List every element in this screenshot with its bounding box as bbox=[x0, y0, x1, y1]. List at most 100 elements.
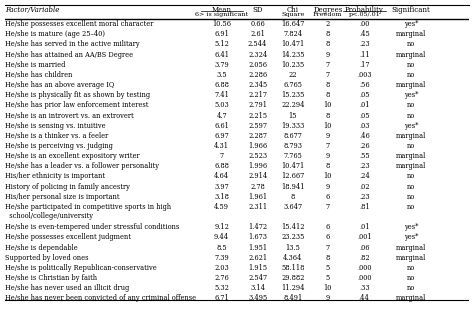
Text: .33: .33 bbox=[359, 284, 370, 292]
Text: 2.215: 2.215 bbox=[248, 112, 267, 119]
Text: He/she has attained an AA/BS Degree: He/she has attained an AA/BS Degree bbox=[5, 50, 133, 59]
Text: 8.793: 8.793 bbox=[283, 142, 302, 150]
Text: 1.961: 1.961 bbox=[248, 193, 267, 201]
Text: Degrees: Degrees bbox=[313, 6, 342, 14]
Text: .05: .05 bbox=[359, 112, 370, 119]
Text: 2.78: 2.78 bbox=[250, 182, 265, 191]
Text: 7.824: 7.824 bbox=[283, 30, 302, 38]
Text: 7: 7 bbox=[326, 71, 330, 79]
Text: no: no bbox=[407, 61, 415, 69]
Text: He/she is politically Republican-conservative: He/she is politically Republican-conserv… bbox=[5, 264, 157, 272]
Text: Supported by loved ones: Supported by loved ones bbox=[5, 254, 89, 262]
Text: 15: 15 bbox=[289, 112, 297, 119]
Text: He/she is mature (age 25–40): He/she is mature (age 25–40) bbox=[5, 30, 105, 38]
Text: 15.412: 15.412 bbox=[281, 223, 304, 231]
Text: He/she has served in the active military: He/she has served in the active military bbox=[5, 41, 140, 49]
Text: He/she participated in competitive sports in high
  school/college/university: He/she participated in competitive sport… bbox=[5, 203, 171, 220]
Text: .55: .55 bbox=[359, 152, 370, 160]
Text: 6.765: 6.765 bbox=[283, 81, 302, 89]
Text: 3.647: 3.647 bbox=[283, 203, 302, 211]
Text: Square: Square bbox=[281, 12, 304, 17]
Text: no: no bbox=[407, 193, 415, 201]
Text: 2.056: 2.056 bbox=[248, 61, 267, 69]
Text: 4.64: 4.64 bbox=[214, 173, 229, 181]
Text: He/she is an excellent expository writer: He/she is an excellent expository writer bbox=[5, 152, 140, 160]
Text: He/she is Christian by faith: He/she is Christian by faith bbox=[5, 274, 97, 282]
Text: p<.05/.01: p<.05/.01 bbox=[348, 12, 380, 17]
Text: 1.996: 1.996 bbox=[248, 162, 267, 170]
Text: .23: .23 bbox=[359, 193, 370, 201]
Text: 10.471: 10.471 bbox=[281, 162, 304, 170]
Text: no: no bbox=[407, 112, 415, 119]
Text: 2.286: 2.286 bbox=[248, 71, 267, 79]
Text: He/she has never been convicted of any criminal offense: He/she has never been convicted of any c… bbox=[5, 294, 196, 302]
Text: 14.235: 14.235 bbox=[281, 50, 304, 59]
Text: no: no bbox=[407, 101, 415, 109]
Text: 2: 2 bbox=[326, 20, 330, 28]
Text: 8: 8 bbox=[326, 30, 330, 38]
Text: 3.14: 3.14 bbox=[250, 284, 265, 292]
Text: marginal: marginal bbox=[396, 50, 426, 59]
Text: Significant: Significant bbox=[392, 6, 430, 14]
Text: 1.915: 1.915 bbox=[248, 264, 267, 272]
Text: 5.12: 5.12 bbox=[214, 41, 229, 49]
Text: .17: .17 bbox=[359, 61, 370, 69]
Text: .81: .81 bbox=[359, 203, 370, 211]
Text: no: no bbox=[407, 182, 415, 191]
Text: no: no bbox=[407, 274, 415, 282]
Text: .00: .00 bbox=[359, 20, 369, 28]
Text: 9: 9 bbox=[326, 50, 330, 59]
Text: Freedom: Freedom bbox=[313, 12, 343, 17]
Text: 2.76: 2.76 bbox=[214, 274, 229, 282]
Text: 6.41: 6.41 bbox=[214, 50, 229, 59]
Text: Mean: Mean bbox=[212, 6, 232, 14]
Text: 18.941: 18.941 bbox=[281, 182, 304, 191]
Text: 10.471: 10.471 bbox=[281, 41, 304, 49]
Text: He/she has children: He/she has children bbox=[5, 71, 73, 79]
Text: 16.647: 16.647 bbox=[281, 20, 304, 28]
Text: no: no bbox=[407, 173, 415, 181]
Text: He/she is dependable: He/she is dependable bbox=[5, 244, 78, 251]
Text: 2.287: 2.287 bbox=[248, 132, 267, 140]
Text: 22.294: 22.294 bbox=[281, 101, 304, 109]
Text: 7: 7 bbox=[219, 152, 224, 160]
Text: 4.364: 4.364 bbox=[283, 254, 302, 262]
Text: 3.18: 3.18 bbox=[214, 193, 229, 201]
Text: 8.677: 8.677 bbox=[283, 132, 302, 140]
Text: 9.12: 9.12 bbox=[214, 223, 229, 231]
Text: 8: 8 bbox=[291, 193, 295, 201]
Text: 10.235: 10.235 bbox=[281, 61, 304, 69]
Text: 2.311: 2.311 bbox=[248, 203, 267, 211]
Text: no: no bbox=[407, 41, 415, 49]
Text: 15.235: 15.235 bbox=[281, 91, 304, 99]
Text: 10: 10 bbox=[324, 284, 332, 292]
Text: .26: .26 bbox=[359, 142, 370, 150]
Text: His/her personal size is important: His/her personal size is important bbox=[5, 193, 120, 201]
Text: 7.39: 7.39 bbox=[214, 254, 229, 262]
Text: no: no bbox=[407, 284, 415, 292]
Text: yes*: yes* bbox=[404, 20, 419, 28]
Text: Factor/Variable: Factor/Variable bbox=[5, 6, 60, 14]
Text: .46: .46 bbox=[359, 132, 370, 140]
Text: 7: 7 bbox=[326, 203, 330, 211]
Text: 6> is significant: 6> is significant bbox=[195, 12, 248, 17]
Text: 9: 9 bbox=[326, 152, 330, 160]
Text: 9.44: 9.44 bbox=[214, 233, 229, 241]
Text: He/she is perceiving vs. judging: He/she is perceiving vs. judging bbox=[5, 142, 113, 150]
Text: marginal: marginal bbox=[396, 81, 426, 89]
Text: .82: .82 bbox=[359, 254, 370, 262]
Text: His/her ethnicity is important: His/her ethnicity is important bbox=[5, 173, 105, 181]
Text: 2.544: 2.544 bbox=[248, 41, 267, 49]
Text: 58.118: 58.118 bbox=[281, 264, 304, 272]
Text: 7: 7 bbox=[326, 61, 330, 69]
Text: History of policing in family ancestry: History of policing in family ancestry bbox=[5, 182, 130, 191]
Text: marginal: marginal bbox=[396, 254, 426, 262]
Text: 6.61: 6.61 bbox=[214, 122, 229, 130]
Text: 8: 8 bbox=[326, 41, 330, 49]
Text: SD: SD bbox=[253, 6, 263, 14]
Text: .56: .56 bbox=[359, 81, 370, 89]
Text: 7.41: 7.41 bbox=[214, 91, 229, 99]
Text: He/she has prior law enforcement interest: He/she has prior law enforcement interes… bbox=[5, 101, 149, 109]
Text: 5.32: 5.32 bbox=[214, 284, 229, 292]
Text: 12.667: 12.667 bbox=[281, 173, 304, 181]
